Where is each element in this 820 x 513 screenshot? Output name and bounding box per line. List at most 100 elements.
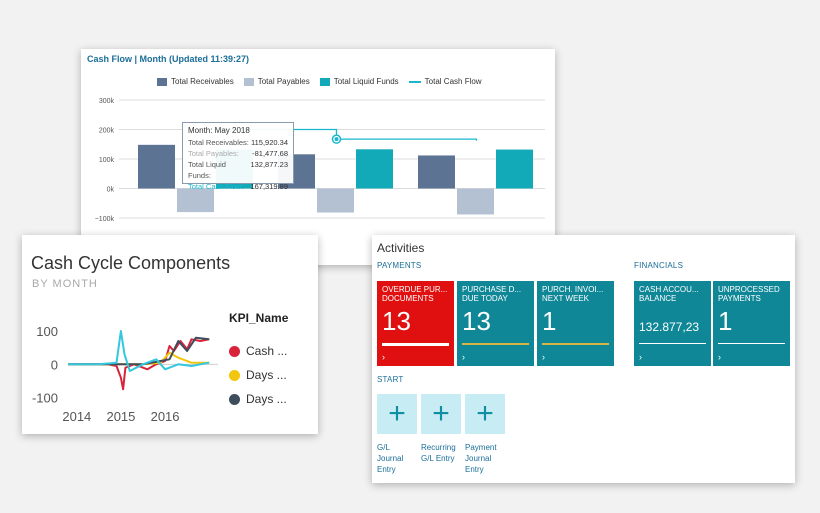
legend-item-payables[interactable]: Total Payables [243,77,310,86]
legend-swatch [319,77,330,86]
y-tick-label: 200k [99,128,115,135]
y-tick-label: 100 [36,324,58,339]
legend-item-liquid-funds[interactable]: Total Liquid Funds [319,77,399,86]
tooltip-row-label: Total Cash Flow: [188,182,244,191]
cash-flow-title[interactable]: Cash Flow | Month (Updated 11:39:27) [87,54,250,64]
tooltip-row: Total Receivables: 115,920.34 [188,137,288,148]
tile-overdue-purchase-documents[interactable]: OVERDUE PUR... DOCUMENTS 13 › [377,281,454,366]
plus-icon: + [476,397,494,430]
x-tick-label: 2016 [151,409,180,424]
tile-bar [542,343,609,345]
chevron-right-icon: › [382,352,385,362]
tooltip-row: Total Cash Flow: 167,319.89 [188,181,288,192]
kpi-legend-title: KPI_Name [229,311,289,325]
tile-label: CASH ACCOU... BALANCE [639,285,699,303]
series-line-0 [68,338,210,391]
plus-icon: + [388,397,406,430]
y-tick-label: −100k [95,216,115,223]
legend-label: Total Payables [257,77,310,86]
cash-flow-chart[interactable]: 300k 200k 100k 0k −100k [81,49,555,265]
legend-swatch [243,77,254,86]
tile-label: PURCH. INVOI... NEXT WEEK [542,285,604,303]
tooltip-row-label: Total Liquid Funds: [188,160,226,180]
tile-bar [639,343,706,344]
cash-cycle-chart[interactable]: 100 0 -100 2014 2015 2016 [22,235,318,434]
legend-item-cash-flow[interactable]: Total Cash Flow [408,77,482,86]
start-label-gl-journal-entry[interactable]: G/L Journal Entry [377,443,404,474]
kpi-legend-item[interactable]: Days ... [229,387,287,411]
bar-total-payables [457,188,494,215]
legend-swatch [157,77,167,86]
legend-label: Days ... [246,368,287,382]
tile-cash-account-balance[interactable]: CASH ACCOU... BALANCE 132.877,23 › [634,281,711,366]
legend-dot [229,345,240,357]
start-label-payment-journal-entry[interactable]: Payment Journal Entry [465,443,497,474]
tile-purchase-due-today[interactable]: PURCHASE D... DUE TODAY 13 › [457,281,534,366]
kpi-legend-item[interactable]: Cash ... [229,339,287,363]
y-tick-label: 0 [51,357,58,372]
tooltip-title: Month: May 2018 [188,126,250,135]
chevron-right-icon: › [718,352,721,362]
series-line-3 [68,330,210,372]
tooltip-row-label: Total Receivables: [188,138,249,147]
bar-total-payables [177,188,214,213]
x-tick-label: 2014 [62,409,91,424]
cash-cycle-card: Cash Cycle Components BY MONTH 100 0 -100 2… [22,235,318,434]
legend-dot [229,369,240,381]
kpi-legend-item[interactable]: Days ... [229,363,287,387]
legend-label: Total Liquid Funds [333,77,399,86]
legend-dot [229,393,240,405]
tile-bar [718,343,785,344]
activities-card: Activities PAYMENTS FINANCIALS OVERDUE P… [372,235,795,483]
legend-label: Total Receivables [171,77,234,86]
tile-value: 1 [718,306,733,336]
tooltip-row-value: 115,920.34 [251,138,288,147]
legend-swatch [408,80,421,83]
cash-cycle-subtitle: BY MONTH [32,278,98,290]
series-line-1 [68,351,210,366]
cash-flow-point-center [334,137,339,142]
financials-group-label: FINANCIALS [634,261,684,270]
tile-label: OVERDUE PUR... DOCUMENTS [382,285,448,303]
bar-total-liquid-funds [496,149,533,189]
activities-title: Activities [377,241,425,255]
tooltip-row: Total Liquid Funds: 132,877.23 [188,159,288,181]
plus-icon: + [432,397,450,430]
series-line-2 [68,336,210,366]
tile-value: 13 [382,306,411,336]
tile-label: UNPROCESSED PAYMENTS [718,285,780,303]
cash-cycle-title[interactable]: Cash Cycle Components [31,253,231,273]
tile-bar [462,343,529,345]
bar-total-liquid-funds [356,149,393,189]
tile-purchase-invoices-next-week[interactable]: PURCH. INVOI... NEXT WEEK 1 › [537,281,614,366]
start-tile-recurring-gl-entry[interactable]: + [421,394,461,434]
bar-total-receivables [138,144,175,189]
tile-label: PURCHASE D... DUE TODAY [462,285,522,303]
legend-item-receivables[interactable]: Total Receivables [157,77,234,86]
kpi-legend: Cash ... Days ... Days ... [229,339,287,411]
tooltip-row-value: 132,877.23 [250,160,288,169]
bar-total-receivables [418,155,455,189]
x-tick-label: 2015 [106,409,135,424]
cash-flow-legend: Total Receivables Total Payables Total L… [157,77,482,86]
tile-value: 1 [542,306,557,336]
y-tick-label: -100 [32,391,58,406]
start-label-recurring-gl-entry[interactable]: Recurring G/L Entry [421,443,456,463]
tile-value: 13 [462,306,491,336]
y-tick-label: 300k [99,98,115,105]
tile-unprocessed-payments[interactable]: UNPROCESSED PAYMENTS 1 › [713,281,790,366]
payments-group-label: PAYMENTS [377,261,422,270]
start-group-label: START [377,375,404,384]
legend-label: Total Cash Flow [424,77,482,86]
start-tile-gl-journal-entry[interactable]: + [377,394,417,434]
tile-value: 132.877,23 [639,320,700,334]
chevron-right-icon: › [462,352,465,362]
tile-bar [382,343,449,346]
y-tick-label: 100k [99,157,115,164]
tooltip-row-label: Total Payables: [188,149,239,158]
bar-total-payables [317,188,354,213]
legend-label: Days ... [246,392,287,406]
start-tile-payment-journal-entry[interactable]: + [465,394,505,434]
chevron-right-icon: › [542,352,545,362]
tooltip-row-value: -81,477.68 [252,149,288,158]
